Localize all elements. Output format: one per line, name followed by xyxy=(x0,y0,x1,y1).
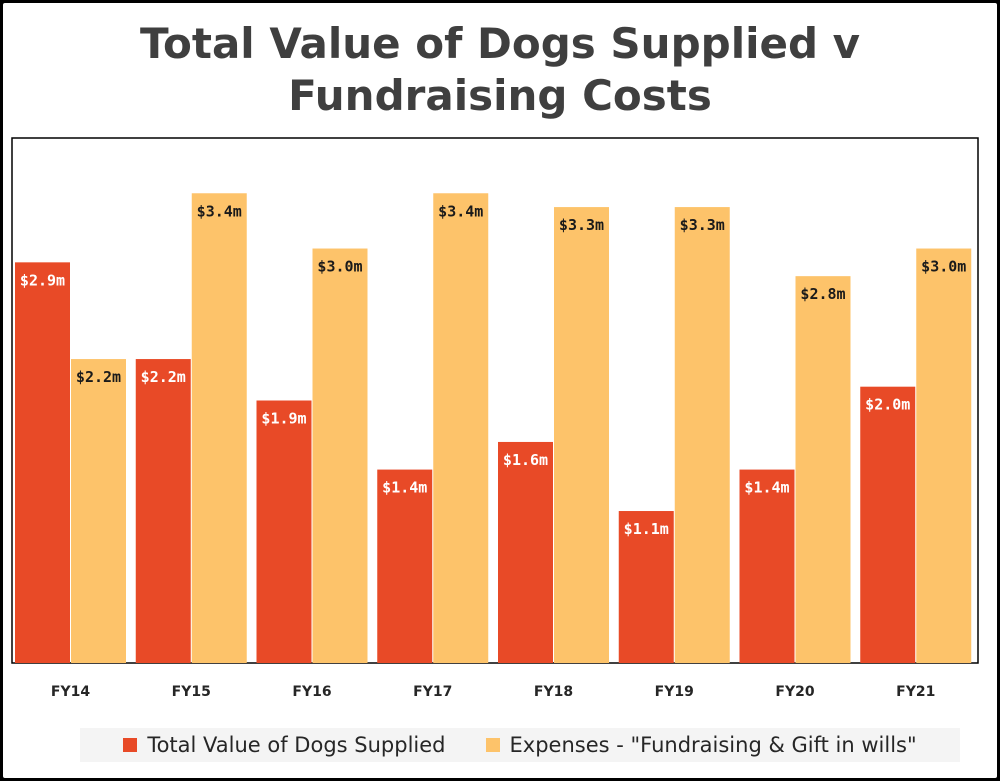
legend-swatch-fundraising-expenses xyxy=(485,738,500,752)
legend-label-fundraising-expenses: Expenses - "Fundraising & Gift in wills" xyxy=(509,733,917,757)
bar-fy18-series-0 xyxy=(498,441,553,663)
data-label-fy15-series-0: $2.2m xyxy=(141,368,186,386)
bar-fy15-series-0 xyxy=(135,359,191,663)
data-label-fy21-series-1: $3.0m xyxy=(921,258,966,276)
data-label-fy17-series-1: $3.4m xyxy=(438,202,483,220)
data-label-fy21-series-0: $2.0m xyxy=(865,396,910,414)
legend: Total Value of Dogs Supplied Expenses - … xyxy=(80,728,960,762)
x-tick-label-fy15: FY15 xyxy=(172,684,211,700)
data-label-fy18-series-0: $1.6m xyxy=(503,451,548,469)
bar-fy21-series-1 xyxy=(916,248,972,664)
x-tick-label-fy20: FY20 xyxy=(775,684,814,700)
bar-fy18-series-1 xyxy=(554,207,609,663)
bar-fy21-series-0 xyxy=(860,386,916,663)
bar-fy15-series-1 xyxy=(191,193,247,663)
x-tick-label-fy18: FY18 xyxy=(534,684,573,700)
data-label-fy19-series-1: $3.3m xyxy=(680,216,725,234)
bar-fy17-series-0 xyxy=(377,469,433,663)
legend-item-dogs-supplied: Total Value of Dogs Supplied xyxy=(123,733,446,757)
data-label-fy14-series-0: $2.9m xyxy=(20,271,65,289)
x-tick-label-fy16: FY16 xyxy=(292,684,331,700)
data-label-fy20-series-1: $2.8m xyxy=(800,285,845,303)
legend-item-fundraising-expenses: Expenses - "Fundraising & Gift in wills" xyxy=(485,733,917,757)
data-label-fy18-series-1: $3.3m xyxy=(559,216,604,234)
data-label-fy17-series-0: $1.4m xyxy=(382,479,427,497)
data-label-fy19-series-0: $1.1m xyxy=(624,520,669,538)
bar-fy19-series-1 xyxy=(674,207,730,663)
bar-fy16-series-1 xyxy=(312,248,368,664)
bar-fy20-series-1 xyxy=(795,276,851,663)
bar-fy14-series-1 xyxy=(71,359,126,663)
x-tick-label-fy21: FY21 xyxy=(896,684,935,700)
chart-title: Total Value of Dogs Supplied v Fundraisi… xyxy=(0,18,1000,122)
data-label-fy16-series-0: $1.9m xyxy=(261,410,306,428)
plot-area-border xyxy=(11,137,979,664)
x-tick-label-fy19: FY19 xyxy=(655,684,694,700)
legend-swatch-dogs-supplied xyxy=(123,738,138,752)
chart-title-line-2: Fundraising Costs xyxy=(288,71,712,120)
data-label-fy16-series-1: $3.0m xyxy=(317,258,362,276)
data-label-fy20-series-0: $1.4m xyxy=(744,479,789,497)
bar-fy20-series-0 xyxy=(739,469,795,663)
bar-fy17-series-1 xyxy=(433,193,489,663)
x-tick-label-fy17: FY17 xyxy=(413,684,452,700)
legend-label-dogs-supplied: Total Value of Dogs Supplied xyxy=(147,733,446,757)
data-label-fy15-series-1: $3.4m xyxy=(197,202,242,220)
chart-title-line-1: Total Value of Dogs Supplied v xyxy=(139,19,861,68)
bar-fy16-series-0 xyxy=(256,400,312,663)
bar-fy14-series-0 xyxy=(15,262,70,663)
data-label-fy14-series-1: $2.2m xyxy=(76,368,121,386)
x-tick-label-fy14: FY14 xyxy=(51,684,90,700)
bar-fy19-series-0 xyxy=(618,511,674,663)
